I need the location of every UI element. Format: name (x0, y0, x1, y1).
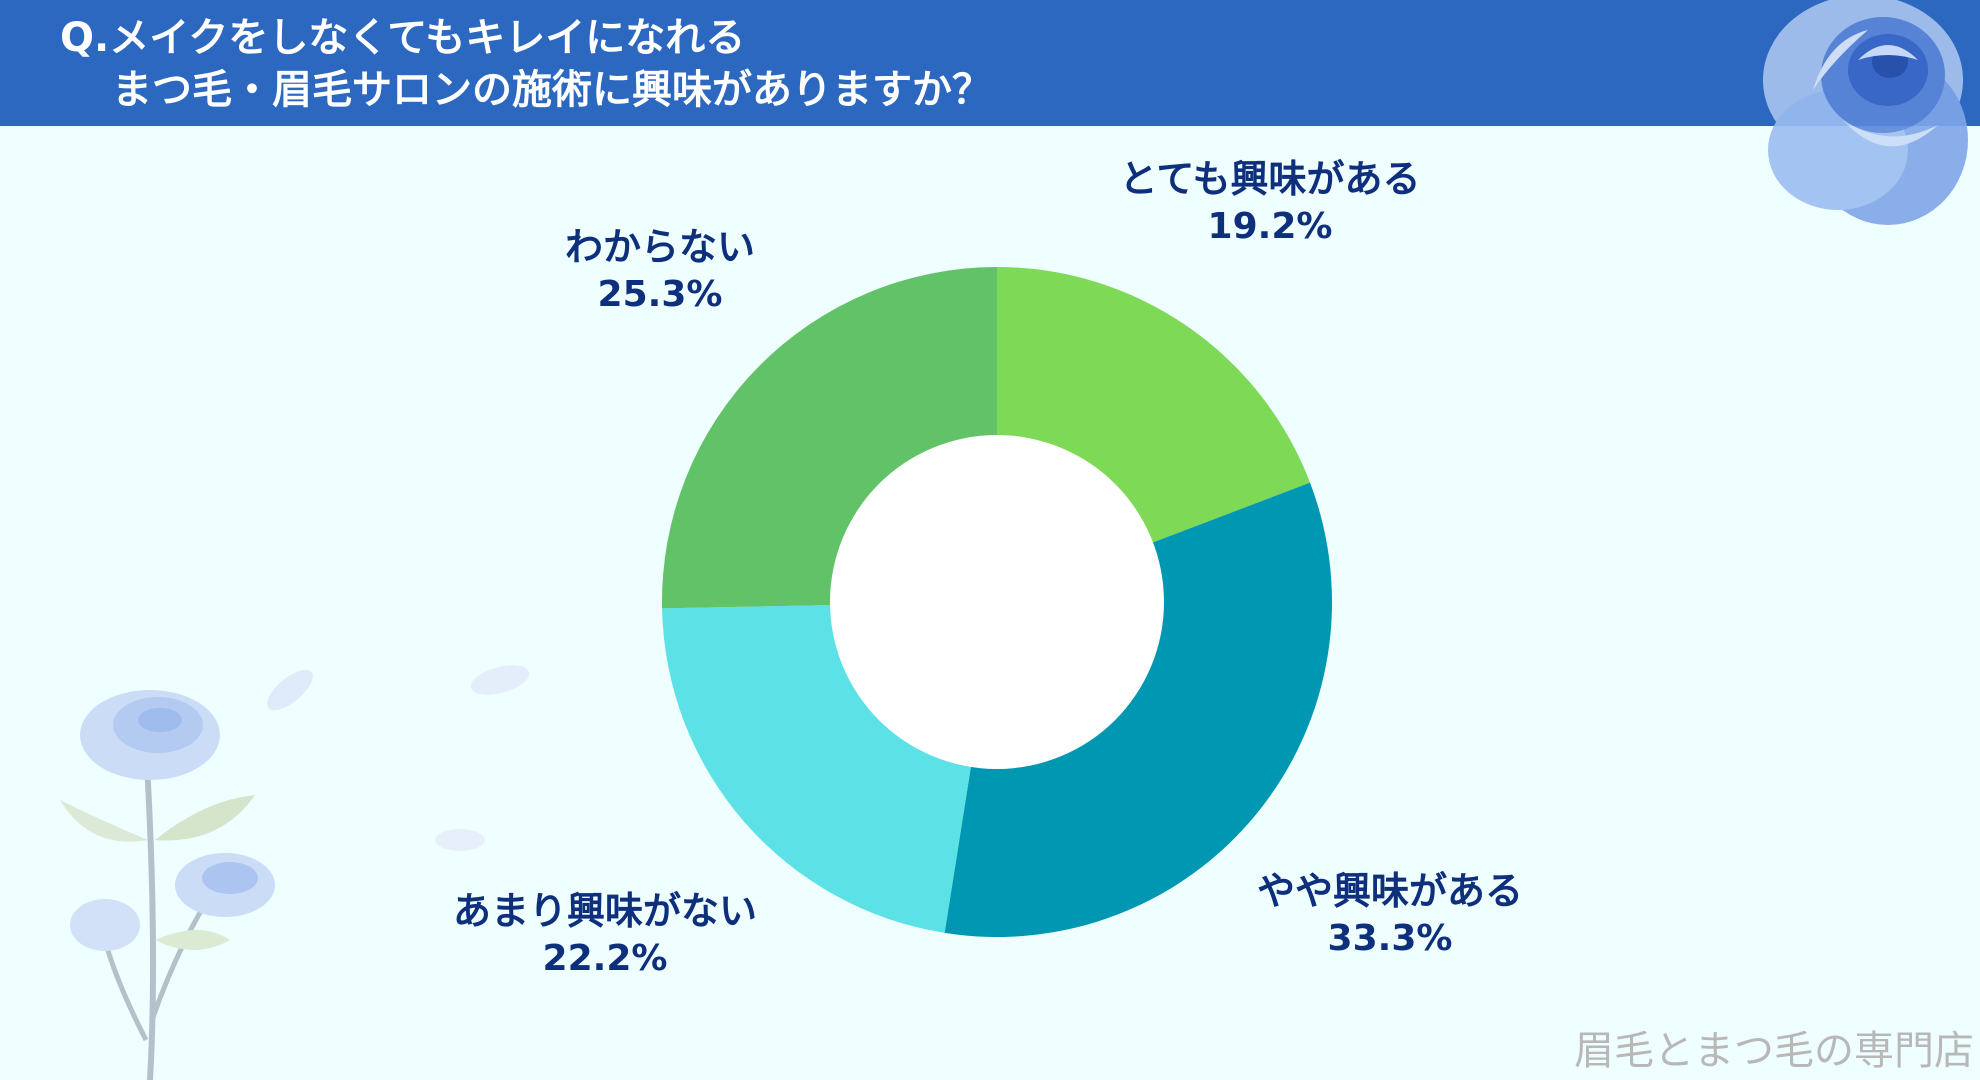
slice-value-not-very-interested: 22.2% (542, 938, 668, 979)
slice-label-dont-know: わからない 25.3% (500, 222, 820, 318)
title-line-2: まつ毛・眉毛サロンの施術に興味がありますか？ (112, 67, 992, 113)
slice-label-very-interested: とても興味がある 19.2% (1090, 154, 1450, 250)
slice-value-somewhat-interested: 33.3% (1327, 918, 1453, 959)
title-banner: Q.メイクをしなくてもキレイになれる まつ毛・眉毛サロンの施術に興味がありますか… (0, 0, 1980, 126)
slice-value-dont-know: 25.3% (597, 274, 723, 315)
title-line-1: Q.メイクをしなくてもキレイになれる (60, 15, 746, 61)
slice-name-not-very-interested: あまり興味がない (452, 889, 757, 933)
watermark: 眉毛とまつ毛の専門店 (1574, 1028, 1974, 1074)
slice-name-dont-know: わからない (564, 225, 755, 269)
blue-rose-bouquet-icon (60, 665, 530, 1080)
slice-label-somewhat-interested: やや興味がある 33.3% (1210, 866, 1570, 962)
slice-name-somewhat-interested: やや興味がある (1256, 869, 1523, 913)
slice-name-very-interested: とても興味がある (1119, 157, 1421, 201)
slice-value-very-interested: 19.2% (1207, 206, 1333, 247)
donut-hole (830, 435, 1164, 769)
slice-label-not-very-interested: あまり興味がない 22.2% (420, 886, 790, 982)
blue-rose-icon (1763, 0, 1968, 225)
